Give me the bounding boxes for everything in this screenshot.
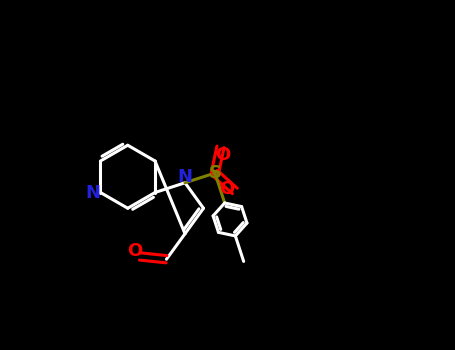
Text: N: N [177,168,192,186]
Text: O: O [219,180,235,198]
Text: O: O [127,242,142,260]
Text: N: N [85,183,100,202]
Text: O: O [215,146,230,163]
Text: S: S [208,164,222,182]
